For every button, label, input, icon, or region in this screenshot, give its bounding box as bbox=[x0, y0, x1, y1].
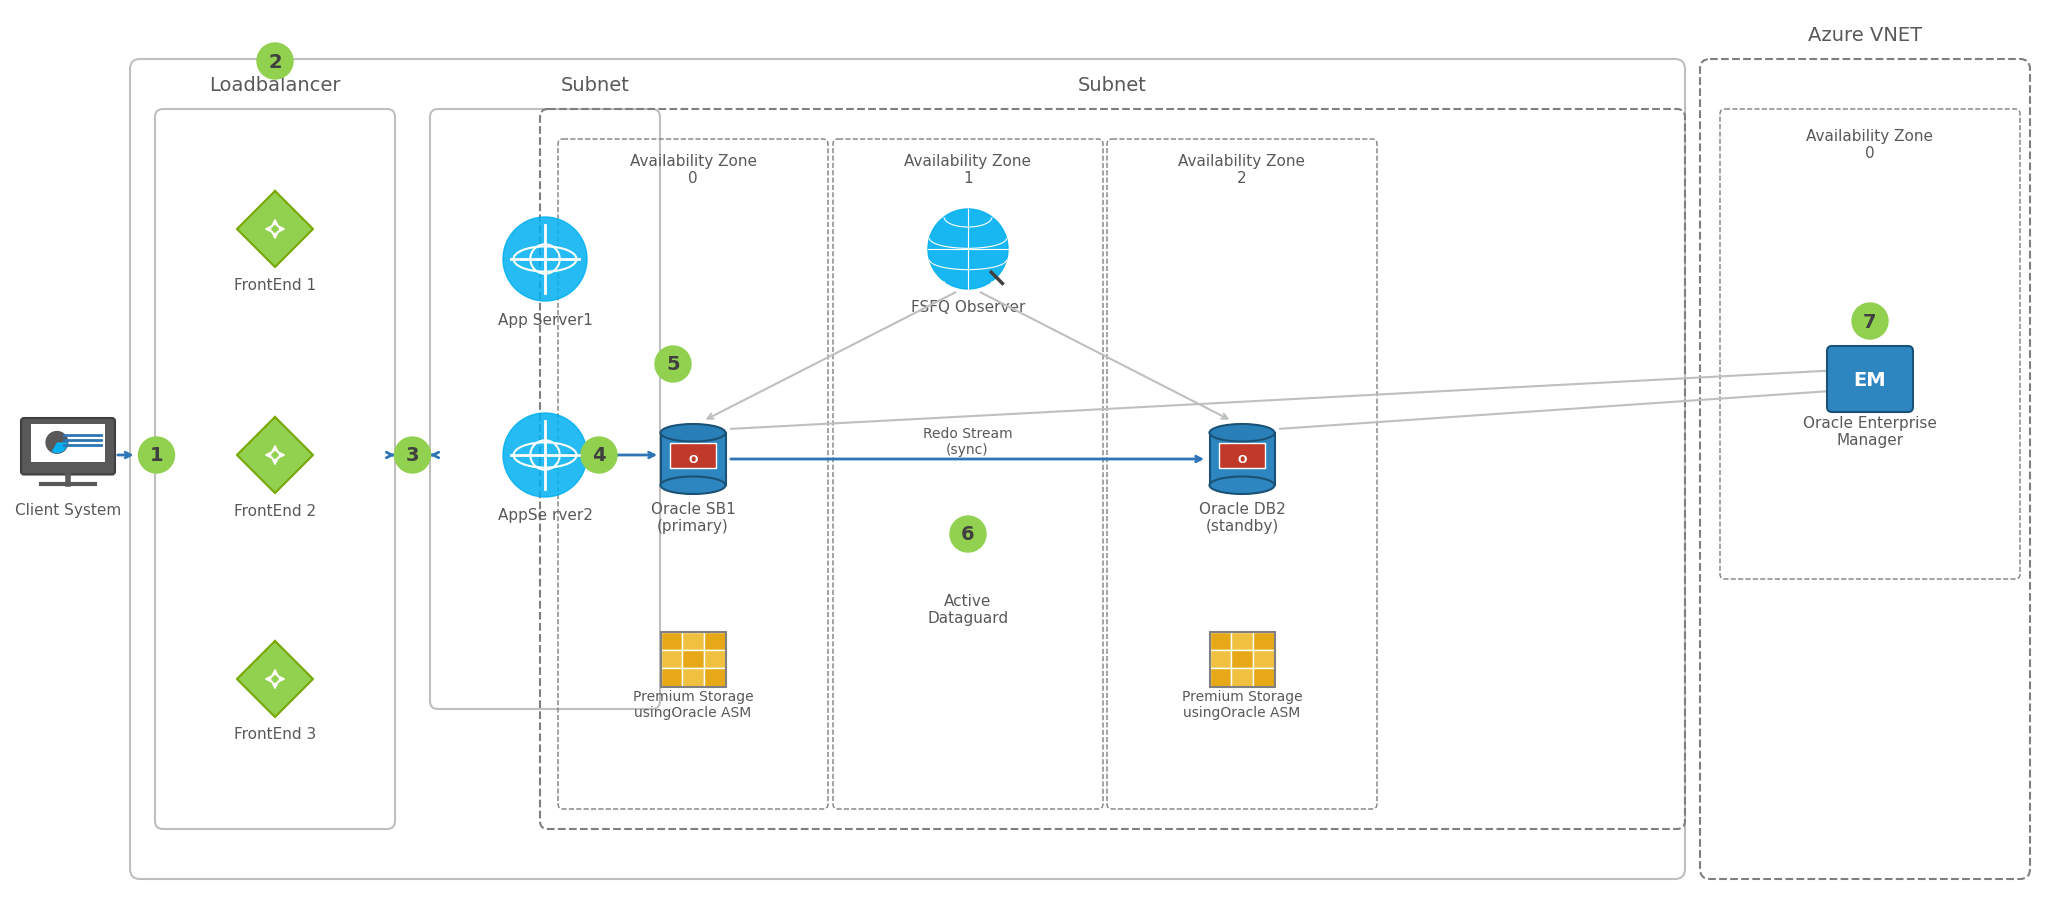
Text: 4: 4 bbox=[592, 446, 606, 465]
Wedge shape bbox=[51, 443, 68, 454]
Text: 5: 5 bbox=[666, 355, 680, 374]
Text: 2: 2 bbox=[268, 53, 283, 71]
Text: Oracle DB2
(standby): Oracle DB2 (standby) bbox=[1198, 501, 1286, 534]
Bar bbox=[1253, 632, 1274, 650]
Text: FrontEnd 1: FrontEnd 1 bbox=[233, 277, 315, 292]
FancyBboxPatch shape bbox=[20, 418, 115, 475]
Text: Subnet: Subnet bbox=[1077, 76, 1147, 95]
Ellipse shape bbox=[1210, 477, 1274, 495]
FancyBboxPatch shape bbox=[1219, 444, 1266, 468]
Bar bbox=[705, 632, 725, 650]
Ellipse shape bbox=[662, 425, 725, 442]
Bar bbox=[705, 650, 725, 669]
Text: Loadbalancer: Loadbalancer bbox=[209, 76, 340, 95]
Circle shape bbox=[45, 432, 68, 455]
Bar bbox=[682, 669, 705, 687]
FancyBboxPatch shape bbox=[670, 444, 715, 468]
FancyBboxPatch shape bbox=[1210, 434, 1274, 486]
Text: Redo Stream
(sync): Redo Stream (sync) bbox=[924, 426, 1012, 456]
Polygon shape bbox=[238, 417, 313, 494]
FancyBboxPatch shape bbox=[662, 434, 725, 486]
Text: Availability Zone
1: Availability Zone 1 bbox=[905, 154, 1032, 186]
Text: Oracle SB1
(primary): Oracle SB1 (primary) bbox=[651, 501, 735, 534]
Text: Subnet: Subnet bbox=[561, 76, 629, 95]
Text: 6: 6 bbox=[961, 525, 975, 544]
Text: FrontEnd 3: FrontEnd 3 bbox=[233, 727, 315, 742]
Bar bbox=[682, 632, 705, 650]
Text: 3: 3 bbox=[406, 446, 420, 465]
Text: AppSe rver2: AppSe rver2 bbox=[498, 508, 592, 523]
Bar bbox=[1210, 632, 1274, 687]
Circle shape bbox=[256, 44, 293, 80]
Text: FrontEnd 2: FrontEnd 2 bbox=[233, 503, 315, 518]
Text: Active
Dataguard: Active Dataguard bbox=[928, 593, 1008, 626]
Bar bbox=[662, 650, 682, 669]
Text: 7: 7 bbox=[1864, 312, 1876, 331]
Circle shape bbox=[950, 517, 985, 552]
Bar bbox=[1253, 650, 1274, 669]
Bar bbox=[662, 669, 682, 687]
Bar bbox=[1231, 632, 1253, 650]
Circle shape bbox=[582, 437, 616, 474]
Text: FSFQ Observer: FSFQ Observer bbox=[911, 300, 1026, 315]
Text: Premium Storage
usingOracle ASM: Premium Storage usingOracle ASM bbox=[1182, 689, 1303, 720]
Bar bbox=[1253, 669, 1274, 687]
Polygon shape bbox=[238, 641, 313, 717]
Text: O: O bbox=[1237, 455, 1247, 465]
Circle shape bbox=[395, 437, 430, 474]
Polygon shape bbox=[238, 192, 313, 268]
Text: Premium Storage
usingOracle ASM: Premium Storage usingOracle ASM bbox=[633, 689, 754, 720]
Text: Availability Zone
0: Availability Zone 0 bbox=[629, 154, 756, 186]
Circle shape bbox=[655, 346, 690, 383]
Text: Availability Zone
0: Availability Zone 0 bbox=[1806, 128, 1933, 161]
Text: Oracle Enterprise
Manager: Oracle Enterprise Manager bbox=[1802, 415, 1937, 447]
Circle shape bbox=[139, 437, 174, 474]
Bar bbox=[682, 650, 705, 669]
Text: Client System: Client System bbox=[14, 503, 121, 518]
Bar bbox=[662, 632, 725, 687]
Text: 1: 1 bbox=[150, 446, 164, 465]
Circle shape bbox=[1851, 303, 1888, 340]
Ellipse shape bbox=[662, 477, 725, 495]
Circle shape bbox=[504, 218, 588, 302]
Text: O: O bbox=[688, 455, 698, 465]
Bar bbox=[662, 632, 682, 650]
FancyBboxPatch shape bbox=[1827, 346, 1913, 413]
Text: Azure VNET: Azure VNET bbox=[1808, 26, 1923, 45]
Bar bbox=[1231, 650, 1253, 669]
Bar bbox=[1231, 669, 1253, 687]
Bar bbox=[705, 669, 725, 687]
Text: EM: EM bbox=[1853, 370, 1886, 389]
Text: App Server1: App Server1 bbox=[498, 312, 592, 327]
Bar bbox=[1210, 632, 1231, 650]
Circle shape bbox=[928, 210, 1008, 290]
Ellipse shape bbox=[1210, 425, 1274, 442]
Circle shape bbox=[504, 414, 588, 497]
Text: Availability Zone
2: Availability Zone 2 bbox=[1178, 154, 1305, 186]
Bar bbox=[1210, 650, 1231, 669]
Bar bbox=[31, 424, 104, 463]
Bar bbox=[1210, 669, 1231, 687]
